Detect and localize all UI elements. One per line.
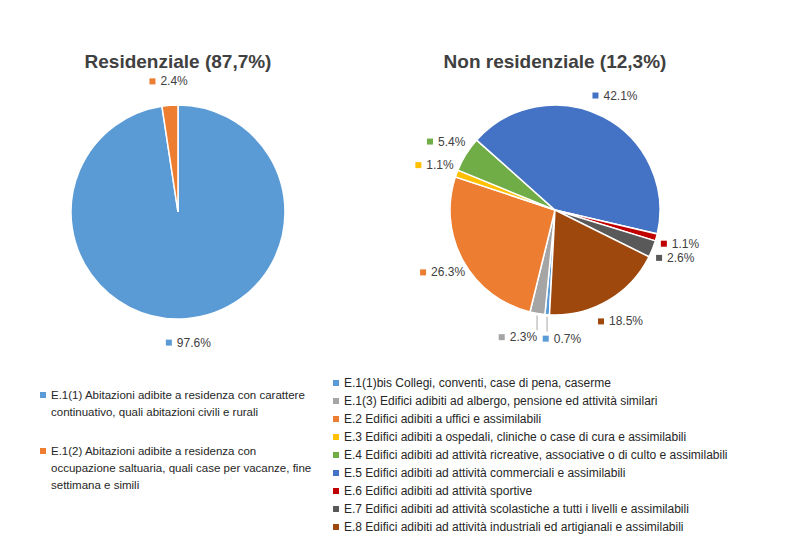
legend-key <box>333 506 339 512</box>
data-label: 0.7% <box>554 332 582 346</box>
pie-chart: Residenziale (87,7%) 97.6% 2.4% E.1(1) Abit… <box>40 51 311 491</box>
data-label: 5.4% <box>438 135 466 149</box>
data-label-key <box>661 241 667 247</box>
data-label: 18.5% <box>609 314 643 328</box>
data-label: 2.3% <box>510 330 538 344</box>
pie-slice <box>162 105 178 212</box>
legend-entry: E.3 Edifici adibiti a ospedali, cliniche… <box>344 430 686 444</box>
data-label-key <box>415 162 421 168</box>
legend-entry: E.5 Edifici adibiti ad attività commerci… <box>344 466 625 480</box>
data-label-key <box>656 255 662 261</box>
data-labels: 97.6% 2.4% <box>149 74 211 349</box>
data-label: 97.6% <box>177 336 211 350</box>
legend-entry: E.1(1) Abitazioni adibite a residenza co… <box>51 389 305 418</box>
data-label: 1.1% <box>672 237 700 251</box>
data-label-key <box>592 93 598 99</box>
legend: E.1(1) Abitazioni adibite a residenza co… <box>40 389 311 491</box>
data-label: 26.3% <box>431 265 465 279</box>
data-labels: 0.7%2.3%26.3%1.1%5.4%42.1%1.1%2.6%18.5% <box>415 89 699 346</box>
data-label-key <box>149 78 155 84</box>
legend-key <box>333 416 339 422</box>
slices <box>450 105 660 315</box>
leader-line <box>547 317 548 332</box>
legend-entry: E.8 Edifici adibiti ad attività industri… <box>344 520 684 534</box>
data-label-key <box>420 269 426 275</box>
legend-entry: E.1(2) Abitazioni adibite a residenza co… <box>51 445 311 491</box>
legend-entry: E.4 Edifici adibiti ad attività ricreati… <box>344 448 728 462</box>
legend-key <box>333 452 339 458</box>
legend-entry: E.1(3) Edifici adibiti ad albergo, pensi… <box>344 394 658 408</box>
legend-key <box>40 392 46 398</box>
data-label-key <box>499 334 505 340</box>
data-label-key <box>543 336 549 342</box>
legend-entry: E.6 Edifici adibiti ad attività sportive <box>344 484 532 498</box>
chart-title: Residenziale (87,7%) <box>85 51 272 72</box>
legend-key <box>40 448 46 454</box>
legend: E.1(1)bis Collegi, conventi, case di pen… <box>333 376 728 534</box>
pie-chart: Non residenziale (12,3%) 0.7% 2.3% 26.3% 1.1… <box>333 51 728 534</box>
legend-entry: E.2 Edifici adibiti a uffici e assimilab… <box>344 412 541 426</box>
legend-key <box>333 380 339 386</box>
legend-key <box>333 524 339 530</box>
data-label-key <box>598 318 604 324</box>
legend-key <box>333 488 339 494</box>
legend-key <box>333 434 339 440</box>
leader-line <box>537 315 538 330</box>
data-label: 2.6% <box>667 251 695 265</box>
data-label: 2.4% <box>160 74 188 88</box>
data-label: 42.1% <box>603 89 637 103</box>
legend-entry: E.7 Edifici adibiti ad attività scolasti… <box>344 502 689 516</box>
pie-slice <box>71 105 285 319</box>
data-label-key <box>166 340 172 346</box>
legend-key <box>333 470 339 476</box>
data-label: 1.1% <box>426 158 454 172</box>
data-label-key <box>427 139 433 145</box>
legend-entry: E.1(1)bis Collegi, conventi, case di pen… <box>344 376 611 390</box>
pie-slice <box>550 210 649 315</box>
chart-title: Non residenziale (12,3%) <box>444 51 667 72</box>
legend-key <box>333 398 339 404</box>
slices <box>71 105 285 319</box>
